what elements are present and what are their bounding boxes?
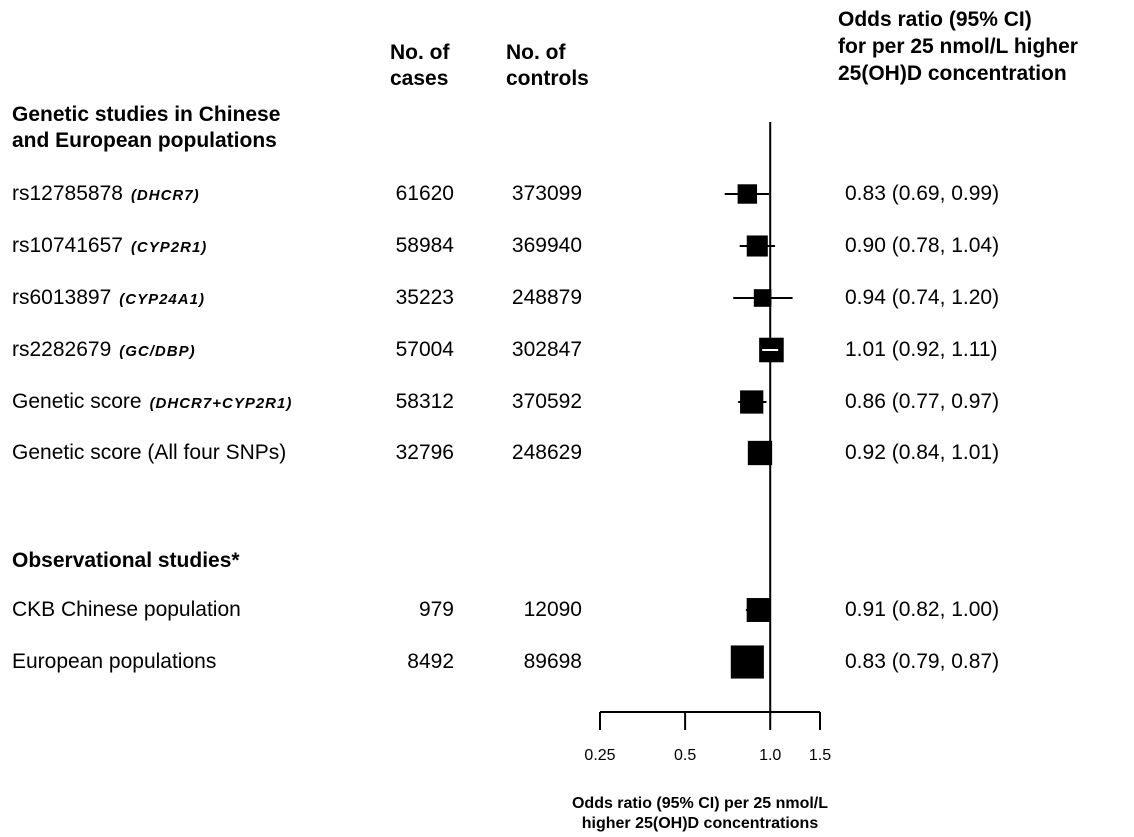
row-ci-text: 0.83 (0.69, 0.99) — [845, 182, 1000, 205]
row-controls: 248879 — [511, 286, 582, 309]
row-controls: 369940 — [511, 234, 582, 257]
point-estimate-box — [746, 598, 771, 622]
row-cases: 57004 — [395, 338, 454, 361]
row-gene-name: (CYP2R1) — [130, 239, 208, 256]
row-label-text: European populations — [12, 650, 217, 673]
row-cases: 58984 — [395, 234, 454, 257]
row-label: rs10741657 (CYP2R1) — [12, 233, 207, 261]
row-cases: 58312 — [395, 390, 454, 413]
row-controls: 373099 — [511, 182, 582, 205]
cases-header-line2: cases — [390, 67, 449, 90]
point-estimate-box — [747, 440, 773, 466]
observational-section-title: Observational studies* — [12, 549, 240, 572]
row-ci-text: 0.83 (0.79, 0.87) — [845, 650, 1000, 673]
row-gene-name: (DHCR7) — [130, 187, 200, 204]
row-ci-text: 0.86 (0.77, 0.97) — [845, 390, 1000, 413]
row-gene-name: (CYP24A1) — [119, 291, 205, 308]
genetic-section-line1: Genetic studies in Chinese — [12, 103, 281, 126]
row-controls: 12090 — [523, 598, 582, 621]
or-header: Odds ratio (95% CI) for per 25 nmol/L hi… — [838, 6, 1078, 87]
x-tick-label: 0.25 — [584, 747, 615, 764]
row-controls: 248629 — [511, 441, 582, 464]
row-controls: 370592 — [511, 390, 582, 413]
row-gene-name: (GC/DBP) — [119, 343, 196, 360]
row-label: CKB Chinese population — [12, 597, 241, 623]
row-label: Genetic score (DHCR7+CYP2R1) — [12, 389, 292, 417]
row-ci-text: 0.94 (0.74, 1.20) — [845, 286, 1000, 309]
row-label: Genetic score (All four SNPs) — [12, 440, 286, 466]
x-tick-label: 1.0 — [759, 747, 781, 764]
row-cases: 8492 — [407, 650, 454, 673]
row-controls: 302847 — [511, 338, 582, 361]
row-label: rs6013897 (CYP24A1) — [12, 285, 205, 313]
row-cases: 61620 — [395, 182, 454, 205]
x-axis-label: Odds ratio (95% CI) per 25 nmol/L higher… — [520, 794, 880, 834]
genetic-section-title: Genetic studies in Chinese and European … — [12, 102, 280, 154]
x-axis-label-line2: higher 25(OH)D concentrations — [581, 815, 819, 832]
controls-header-line2: controls — [506, 67, 589, 90]
point-estimate-box — [737, 184, 758, 204]
or-header-line2: for per 25 nmol/L higher — [838, 35, 1078, 58]
row-ci-text: 0.92 (0.84, 1.01) — [845, 441, 1000, 464]
genetic-section-line2: and European populations — [12, 129, 277, 152]
x-axis-label-line1: Odds ratio (95% CI) per 25 nmol/L — [571, 795, 829, 812]
controls-header: No. of controls — [506, 40, 589, 92]
row-ci-text: 0.91 (0.82, 1.00) — [845, 598, 1000, 621]
or-header-line3: 25(OH)D concentration — [838, 62, 1067, 85]
row-ci-text: 0.90 (0.78, 1.04) — [845, 234, 1000, 257]
point-estimate-box — [753, 289, 772, 307]
row-label: rs12785878 (DHCR7) — [12, 181, 200, 209]
row-ci-text: 1.01 (0.92, 1.11) — [845, 338, 998, 361]
point-estimate-box — [740, 390, 764, 414]
row-label-text: rs12785878 — [12, 182, 123, 205]
row-label: rs2282679 (GC/DBP) — [12, 337, 196, 365]
row-cases: 35223 — [395, 286, 454, 309]
row-gene-name: (DHCR7+CYP2R1) — [149, 395, 293, 412]
x-tick-label: 0.5 — [674, 747, 696, 764]
or-header-line1: Odds ratio (95% CI) — [838, 8, 1032, 31]
cases-header: No. of cases — [390, 40, 449, 92]
row-label-text: rs6013897 — [12, 286, 112, 309]
row-label-text: CKB Chinese population — [12, 598, 241, 621]
row-cases: 32796 — [395, 441, 454, 464]
row-controls: 89698 — [523, 650, 582, 673]
cases-header-line1: No. of — [390, 41, 450, 64]
row-cases: 979 — [418, 598, 454, 621]
point-estimate-box — [746, 235, 768, 257]
controls-header-line1: No. of — [506, 41, 566, 64]
row-label-text: Genetic score (All four SNPs) — [12, 441, 287, 464]
x-tick-label: 1.5 — [809, 747, 831, 764]
row-label: European populations — [12, 649, 216, 675]
row-label-text: Genetic score — [12, 390, 142, 413]
row-label-text: rs2282679 — [12, 338, 112, 361]
row-label-text: rs10741657 — [12, 234, 123, 257]
point-estimate-box — [730, 645, 764, 679]
